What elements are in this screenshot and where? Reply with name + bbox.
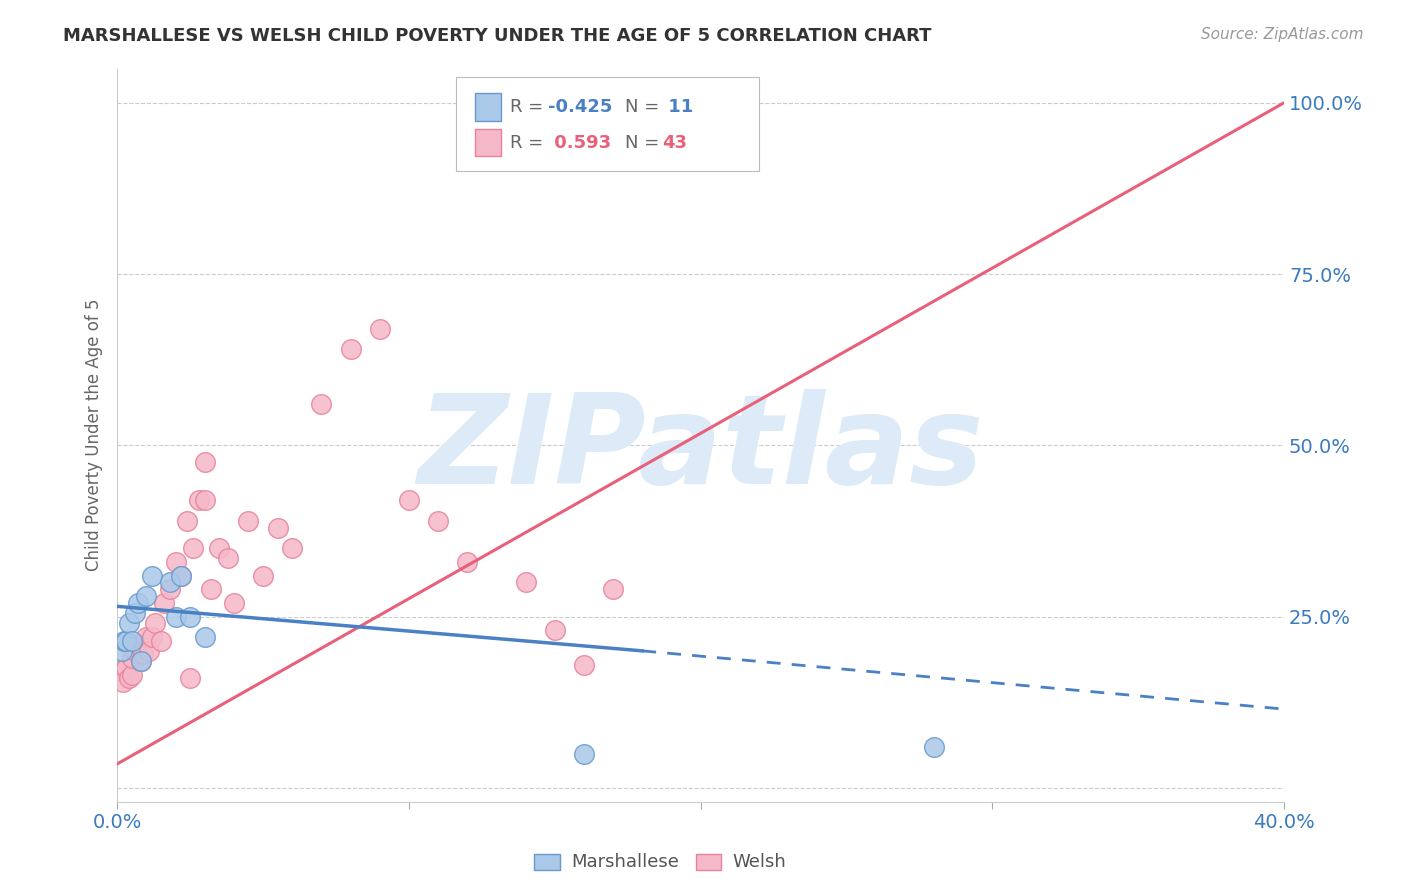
Point bbox=[121, 650, 143, 665]
Point bbox=[159, 575, 181, 590]
Point bbox=[238, 514, 260, 528]
Text: Marshallese: Marshallese bbox=[571, 853, 679, 871]
Bar bbox=[475, 128, 501, 156]
Point bbox=[141, 630, 163, 644]
Point bbox=[281, 541, 304, 555]
Point bbox=[456, 555, 478, 569]
Bar bbox=[475, 94, 501, 121]
FancyBboxPatch shape bbox=[456, 78, 759, 171]
Text: ZIPatlas: ZIPatlas bbox=[418, 389, 984, 510]
Point bbox=[572, 657, 595, 672]
Point bbox=[572, 747, 595, 761]
Point bbox=[111, 674, 134, 689]
Point bbox=[176, 514, 198, 528]
Point bbox=[153, 596, 176, 610]
Point bbox=[368, 322, 391, 336]
Y-axis label: Child Poverty Under the Age of 5: Child Poverty Under the Age of 5 bbox=[86, 299, 103, 571]
Point bbox=[311, 397, 333, 411]
Point bbox=[138, 644, 160, 658]
Point bbox=[159, 582, 181, 597]
Point bbox=[252, 568, 274, 582]
Point bbox=[115, 633, 138, 648]
Text: R =: R = bbox=[510, 134, 550, 152]
Point bbox=[129, 654, 152, 668]
Text: MARSHALLESE VS WELSH CHILD POVERTY UNDER THE AGE OF 5 CORRELATION CHART: MARSHALLESE VS WELSH CHILD POVERTY UNDER… bbox=[63, 27, 932, 45]
Point bbox=[135, 630, 157, 644]
Point bbox=[602, 582, 624, 597]
Point bbox=[124, 606, 146, 620]
Text: 11: 11 bbox=[662, 98, 693, 116]
Text: Welsh: Welsh bbox=[733, 853, 786, 871]
Point bbox=[165, 609, 187, 624]
Point bbox=[427, 514, 450, 528]
Point bbox=[110, 644, 132, 658]
Text: -0.425: -0.425 bbox=[548, 98, 612, 116]
Point bbox=[170, 568, 193, 582]
Point bbox=[208, 541, 231, 555]
Point bbox=[922, 739, 945, 754]
Point bbox=[266, 520, 288, 534]
Point bbox=[217, 551, 239, 566]
Point bbox=[114, 633, 136, 648]
Point bbox=[124, 644, 146, 658]
Point bbox=[165, 555, 187, 569]
Point bbox=[127, 596, 149, 610]
Point bbox=[127, 637, 149, 651]
Point bbox=[194, 630, 217, 644]
Point bbox=[121, 668, 143, 682]
Text: N =: N = bbox=[624, 98, 665, 116]
Point bbox=[143, 616, 166, 631]
Text: N =: N = bbox=[624, 134, 665, 152]
Point bbox=[132, 648, 155, 662]
Point bbox=[200, 582, 222, 597]
Point bbox=[115, 661, 138, 675]
Point bbox=[179, 609, 201, 624]
Text: 0.593: 0.593 bbox=[548, 134, 610, 152]
Point bbox=[129, 654, 152, 668]
Text: 43: 43 bbox=[662, 134, 688, 152]
Point bbox=[339, 343, 361, 357]
Point bbox=[544, 624, 567, 638]
Text: R =: R = bbox=[510, 98, 550, 116]
Point bbox=[149, 633, 172, 648]
Point bbox=[108, 665, 131, 679]
Point bbox=[194, 455, 217, 469]
Point bbox=[515, 575, 537, 590]
Point bbox=[118, 616, 141, 631]
Point bbox=[187, 493, 209, 508]
Point bbox=[179, 671, 201, 685]
Point bbox=[118, 671, 141, 685]
Text: Source: ZipAtlas.com: Source: ZipAtlas.com bbox=[1201, 27, 1364, 42]
Point bbox=[170, 568, 193, 582]
Point bbox=[135, 589, 157, 603]
Point bbox=[141, 568, 163, 582]
Point bbox=[398, 493, 420, 508]
Point bbox=[194, 493, 217, 508]
Point bbox=[121, 633, 143, 648]
Point bbox=[181, 541, 204, 555]
Point bbox=[222, 596, 245, 610]
